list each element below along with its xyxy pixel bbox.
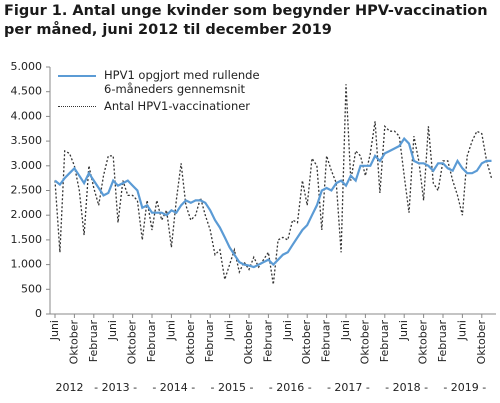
x-tick-label: Juni <box>48 320 61 341</box>
x-tick-label: Februar <box>436 320 449 363</box>
year-label: - 2014 - <box>152 381 195 394</box>
x-tick-label: Oktober <box>475 320 488 365</box>
y-tick-label: 0 <box>35 307 42 320</box>
x-tick-label: Oktober <box>300 320 313 365</box>
chart-title: Figur 1. Antal unge kvinder som begynder… <box>4 3 488 38</box>
x-tick-label: Oktober <box>417 320 430 365</box>
x-tick-label: Juni <box>397 320 410 341</box>
x-tick-label: Februar <box>203 320 216 363</box>
x-tick-label: Februar <box>320 320 333 363</box>
legend-entry: Antal HPV1-vaccinationer <box>58 99 269 113</box>
y-tick-label: 2.000 <box>11 208 43 221</box>
y-tick-label: 4.500 <box>11 85 43 98</box>
x-tick-label: Juni <box>106 320 119 341</box>
x-tick-label: Februar <box>87 320 100 363</box>
x-tick-label: Oktober <box>67 320 80 365</box>
y-tick-label: 4.000 <box>11 109 43 122</box>
y-tick-label: 500 <box>21 282 42 295</box>
x-tick-label: Oktober <box>358 320 371 365</box>
legend-label: Antal HPV1-vaccinationer <box>104 99 251 113</box>
x-tick-label: Juni <box>164 320 177 341</box>
y-tick-label: 1.500 <box>11 233 43 246</box>
legend-label: HPV1 opgjort med rullende 6-måneders gen… <box>104 68 260 96</box>
year-label: - 2013 - <box>94 381 137 394</box>
series-line <box>54 136 492 269</box>
x-tick-label: Februar <box>145 320 158 363</box>
legend: HPV1 opgjort med rullende 6-måneders gen… <box>58 68 269 116</box>
x-tick-label: Juni <box>223 320 236 341</box>
series-line <box>54 84 493 285</box>
x-tick-label: Februar <box>378 320 391 363</box>
y-tick-label: 1.000 <box>11 258 43 271</box>
y-tick-label: 3.000 <box>11 159 43 172</box>
year-label: - 2017 - <box>327 381 370 394</box>
x-tick-label: Juni <box>281 320 294 341</box>
y-tick-label: 3.500 <box>11 134 43 147</box>
x-tick-label: Oktober <box>184 320 197 365</box>
year-label: - 2019 - <box>443 381 486 394</box>
year-label: - 2018 - <box>385 381 428 394</box>
x-tick-label: Februar <box>261 320 274 363</box>
x-tick-label: Juni <box>455 320 468 341</box>
x-tick-label: Oktober <box>126 320 139 365</box>
legend-swatch <box>58 75 96 77</box>
y-tick-label: 2.500 <box>11 184 43 197</box>
year-label: - 2016 - <box>269 381 312 394</box>
x-tick-label: Juni <box>339 320 352 341</box>
year-label: 2012 <box>56 381 84 394</box>
legend-entry: HPV1 opgjort med rullende 6-måneders gen… <box>58 68 269 96</box>
year-label: - 2015 - <box>211 381 254 394</box>
legend-swatch <box>58 106 96 107</box>
y-tick-label: 5.000 <box>11 60 43 73</box>
x-tick-label: Oktober <box>242 320 255 365</box>
